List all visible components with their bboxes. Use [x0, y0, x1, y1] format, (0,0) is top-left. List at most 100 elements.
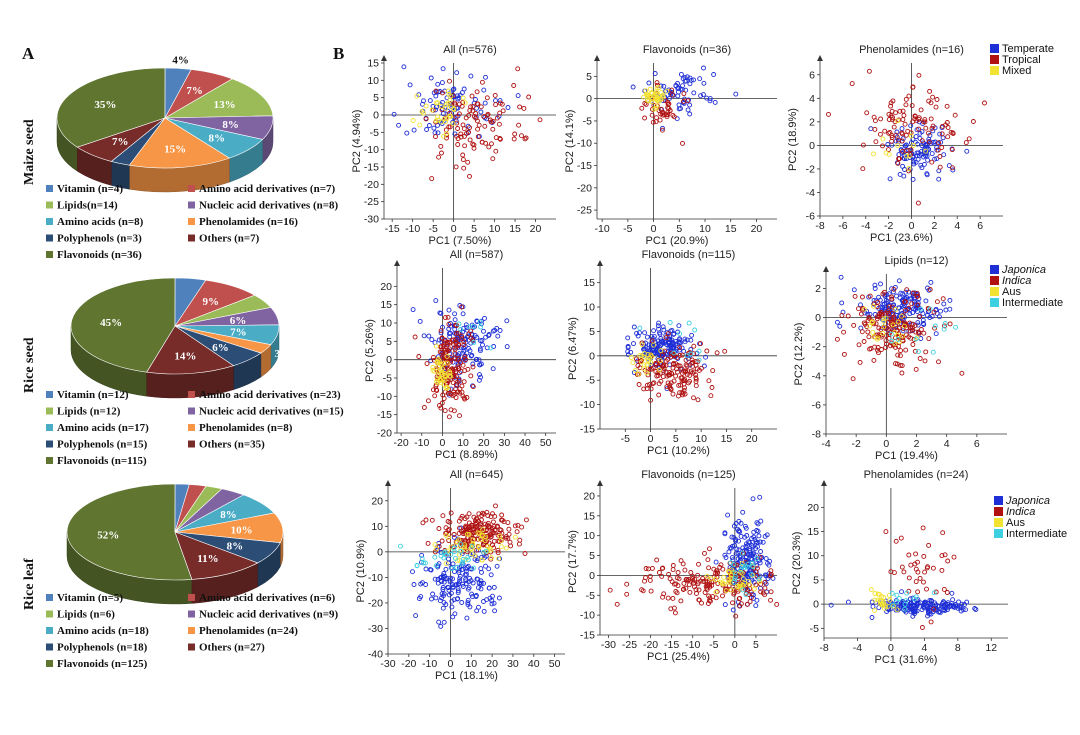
data-point	[471, 514, 477, 520]
data-point	[488, 514, 494, 520]
data-point	[864, 110, 870, 116]
data-point	[495, 550, 501, 556]
data-point	[737, 554, 743, 560]
data-point	[479, 532, 485, 538]
data-point	[757, 579, 763, 585]
data-point	[442, 315, 448, 321]
data-point	[401, 64, 407, 70]
data-point	[706, 565, 712, 571]
x-tick-label: 10	[699, 223, 711, 235]
data-point	[692, 327, 698, 333]
data-point	[915, 293, 921, 299]
y-tick-label: 0	[589, 570, 595, 582]
y-axis-label: PC2 (18.9%)	[787, 108, 799, 171]
data-point	[914, 150, 920, 156]
data-point	[733, 91, 739, 97]
data-point	[910, 84, 916, 90]
data-point	[452, 611, 458, 617]
data-point	[660, 324, 666, 330]
data-point	[446, 321, 452, 327]
data-point	[452, 100, 458, 106]
legend-label-flavonoids: Flavonoids (n=36)	[57, 249, 142, 261]
legend-label-others: Others (n=27)	[199, 642, 265, 654]
legend-label-amino-acid-derivatives: Amino acid derivatives (n=7)	[199, 183, 335, 195]
data-point	[754, 556, 760, 562]
data-point	[472, 97, 478, 102]
data-point	[754, 520, 760, 526]
data-point	[912, 323, 918, 329]
data-point	[465, 597, 471, 603]
data-point	[486, 585, 492, 591]
data-point	[931, 309, 937, 315]
data-point	[467, 566, 473, 572]
data-point	[936, 359, 941, 365]
data-point	[722, 602, 728, 608]
data-point	[867, 323, 873, 329]
data-point	[938, 139, 944, 145]
data-point	[701, 579, 707, 584]
data-point	[671, 345, 676, 351]
data-point	[757, 494, 763, 500]
data-point	[680, 390, 686, 396]
data-point	[871, 151, 876, 157]
data-point	[460, 157, 466, 163]
data-point	[419, 556, 425, 562]
data-point	[443, 566, 449, 572]
data-point	[462, 572, 468, 578]
data-point	[451, 342, 457, 348]
data-point	[889, 133, 895, 138]
data-point	[894, 607, 900, 613]
data-point	[893, 306, 899, 312]
data-point	[478, 537, 483, 543]
data-point	[870, 329, 876, 335]
data-point	[642, 115, 648, 121]
data-point	[927, 315, 933, 320]
data-point	[951, 554, 957, 560]
data-point	[521, 105, 527, 111]
x-tick-label: -10	[414, 437, 429, 449]
data-point	[450, 582, 456, 588]
data-point	[421, 405, 427, 410]
data-point	[471, 565, 476, 571]
data-point	[463, 357, 469, 362]
data-point	[900, 328, 906, 334]
data-point	[658, 90, 664, 96]
data-point	[872, 608, 877, 613]
data-point	[922, 358, 928, 364]
data-point	[471, 142, 477, 148]
data-point	[884, 325, 890, 331]
data-point	[467, 137, 473, 143]
data-point	[435, 130, 441, 136]
data-point	[462, 100, 468, 106]
data-point	[758, 549, 764, 554]
data-point	[729, 555, 735, 561]
pie-percent-label: 4%	[235, 479, 252, 491]
x-tick-label: -10	[685, 639, 700, 651]
data-point	[945, 134, 951, 140]
data-point	[940, 123, 945, 129]
data-point	[703, 354, 709, 360]
data-point	[918, 336, 924, 341]
data-point	[845, 599, 851, 605]
data-point	[654, 373, 660, 379]
data-point	[899, 130, 905, 136]
data-point	[901, 323, 907, 329]
data-point	[877, 311, 883, 317]
data-point	[729, 534, 735, 540]
data-point	[907, 296, 913, 302]
data-point	[503, 545, 509, 551]
data-point	[670, 340, 676, 346]
data-point	[490, 366, 496, 372]
data-point	[736, 528, 742, 534]
data-point	[924, 172, 930, 178]
data-point	[445, 314, 451, 320]
data-point	[437, 349, 443, 355]
data-point	[684, 74, 690, 80]
data-point	[738, 533, 744, 539]
y-tick-label: 0	[373, 110, 379, 122]
data-point	[676, 337, 682, 343]
x-axis-label: PC1 (19.4%)	[875, 450, 938, 462]
data-point	[466, 112, 472, 118]
